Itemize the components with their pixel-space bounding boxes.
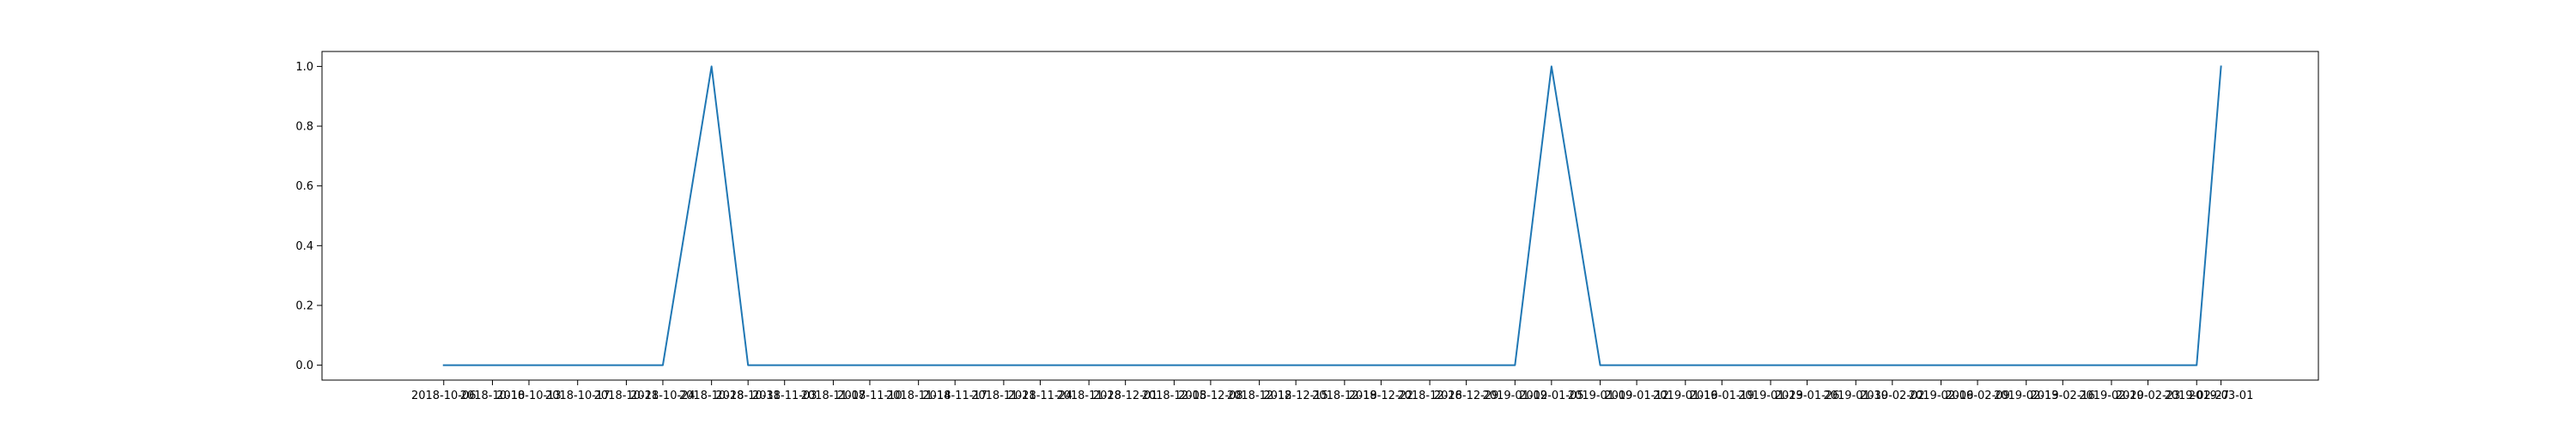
plot-frame bbox=[321, 51, 2319, 381]
x-tick-label: 2018-10-10 bbox=[460, 390, 526, 402]
x-tick-label: 2019-02-20 bbox=[2079, 390, 2144, 402]
x-tick-label: 2019-02-09 bbox=[1945, 390, 2010, 402]
plot-area bbox=[321, 51, 2319, 381]
x-tick-label: 2018-12-08 bbox=[1178, 390, 1243, 402]
x-tick-label: 2018-12-12 bbox=[1227, 390, 1292, 402]
x-tick-label: 2018-10-24 bbox=[630, 390, 696, 402]
x-tick-label: 2018-10-17 bbox=[545, 390, 611, 402]
x-tick-label: 2019-01-12 bbox=[1604, 390, 1669, 402]
x-axis: 2018-10-062018-10-102018-10-132018-10-17… bbox=[411, 380, 2253, 402]
x-tick-label: 2018-10-21 bbox=[594, 390, 659, 402]
x-tick-label: 2018-12-29 bbox=[1434, 390, 1499, 402]
x-tick-label: 2018-11-07 bbox=[801, 390, 866, 402]
x-tick-label: 2018-11-10 bbox=[837, 390, 902, 402]
x-tick-label: 2019-02-13 bbox=[1994, 390, 2059, 402]
y-axis: 0.0 0.2 0.4 0.6 0.8 1.0 bbox=[295, 61, 322, 372]
x-tick-label: 2018-12-26 bbox=[1397, 390, 1462, 402]
x-tick-label: 2018-11-28 bbox=[1056, 390, 1121, 402]
x-tick-label: 2018-12-05 bbox=[1142, 390, 1207, 402]
x-tick-label: 2019-01-09 bbox=[1568, 390, 1633, 402]
x-tick-label: 2019-01-16 bbox=[1653, 390, 1718, 402]
x-tick-label: 2018-10-06 bbox=[411, 390, 477, 402]
x-tick-label: 2018-11-17 bbox=[922, 390, 987, 402]
y-tick-label: 1.0 bbox=[295, 61, 313, 74]
x-tick-label: 2018-10-28 bbox=[679, 390, 744, 402]
x-tick-label: 2018-11-14 bbox=[886, 390, 951, 402]
y-tick-label: 0.0 bbox=[295, 360, 313, 372]
x-tick-label: 2018-12-22 bbox=[1349, 390, 1414, 402]
y-tick-label: 0.2 bbox=[295, 299, 313, 312]
x-tick-label: 2019-01-02 bbox=[1483, 390, 1548, 402]
y-tick-label: 0.6 bbox=[295, 180, 313, 193]
series-line-0 bbox=[442, 65, 2222, 366]
x-tick-label: 2019-02-16 bbox=[2031, 390, 2096, 402]
x-tick-label: 2018-12-15 bbox=[1263, 390, 1328, 402]
x-tick-label: 2019-02-02 bbox=[1860, 390, 1925, 402]
x-tick-label: 2018-12-19 bbox=[1312, 390, 1377, 402]
series-layer bbox=[442, 65, 2222, 366]
y-tick-label: 0.8 bbox=[295, 121, 313, 134]
x-tick-label: 2019-01-19 bbox=[1690, 390, 1755, 402]
x-tick-label: 2019-03-01 bbox=[2189, 390, 2254, 402]
y-tick-label: 0.4 bbox=[295, 240, 313, 253]
x-tick-label: 2019-01-26 bbox=[1775, 390, 1840, 402]
x-tick-label: 2019-01-23 bbox=[1738, 390, 1803, 402]
x-tick-label: 2018-10-31 bbox=[715, 390, 781, 402]
x-tick-label: 2018-10-13 bbox=[496, 390, 562, 402]
x-tick-label: 2018-12-01 bbox=[1093, 390, 1158, 402]
x-tick-label: 2019-01-05 bbox=[1519, 390, 1584, 402]
x-tick-label: 2019-02-06 bbox=[1909, 390, 1974, 402]
x-tick-label: 2019-02-23 bbox=[2116, 390, 2181, 402]
x-tick-label: 2019-01-30 bbox=[1823, 390, 1888, 402]
x-tick-label: 2019-02-27 bbox=[2164, 390, 2229, 402]
x-tick-label: 2018-11-03 bbox=[752, 390, 817, 402]
x-tick-label: 2018-11-21 bbox=[971, 390, 1036, 402]
x-tick-label: 2018-11-24 bbox=[1008, 390, 1073, 402]
